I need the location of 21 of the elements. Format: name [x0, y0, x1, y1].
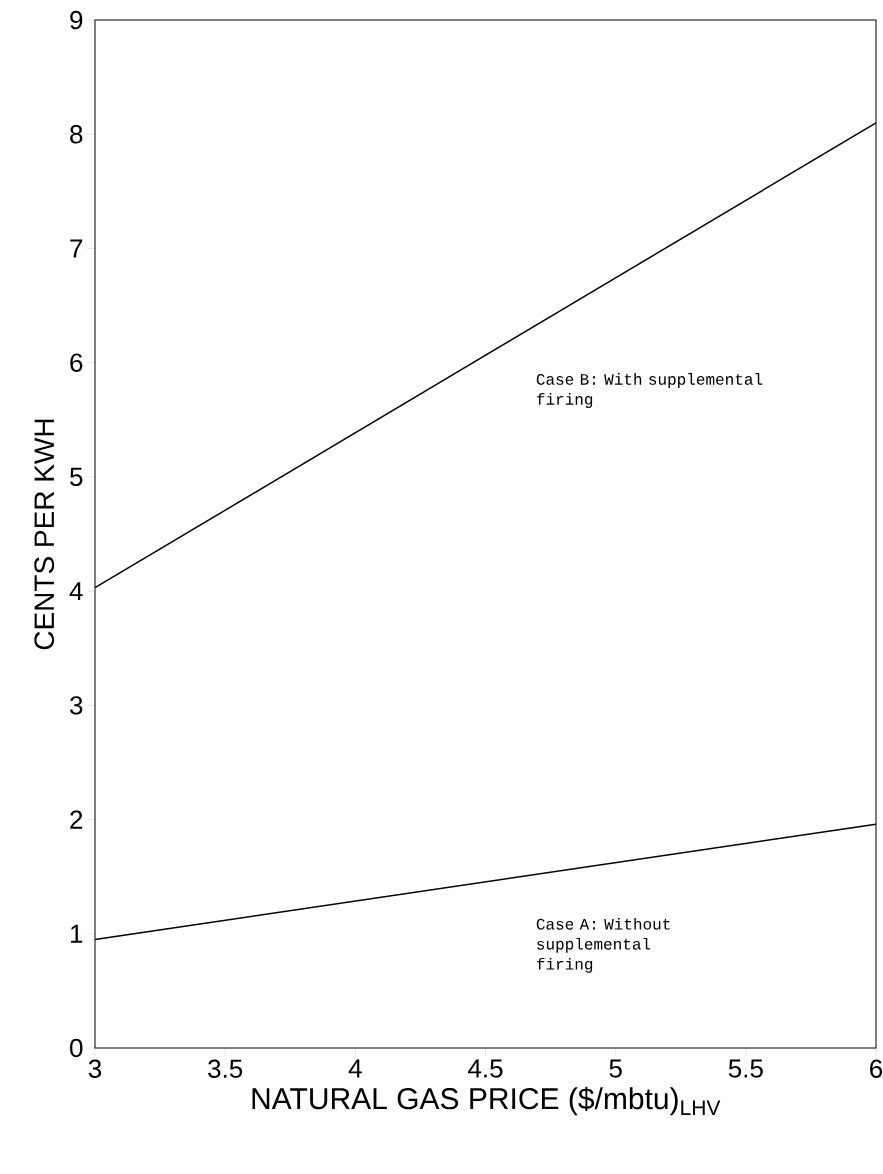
y-axis-title: CENTS PER KWH: [34, 419, 55, 650]
text: Case B: With supplemental firing: [536, 373, 763, 408]
x-tick-label: 3: [88, 1059, 102, 1078]
text: Case A: Without supplemental firing: [536, 917, 670, 973]
y-tick-label: 9: [70, 10, 83, 30]
y-tick-label: 5: [70, 467, 83, 486]
x-tick-label: 4.5: [468, 1059, 503, 1078]
y-tick-label: 7: [70, 239, 83, 258]
x-tick-label: 6: [870, 1059, 883, 1078]
y-tick-label: 0: [70, 1038, 83, 1058]
y-tick-label: 2: [70, 810, 83, 829]
x-tick-label: 3.5: [208, 1059, 243, 1078]
y-tick-label: 6: [70, 353, 83, 372]
y-tick-label: 3: [69, 696, 83, 715]
x-tick-label: 5.5: [728, 1059, 763, 1078]
x-axis-title: NATURAL GAS PRICE ($/mbtu)$_{LHV}$: [252, 1086, 721, 1116]
y-tick-label: 8: [70, 125, 83, 144]
x-tick-label: 5: [609, 1059, 622, 1078]
y-tick-label: 4: [69, 582, 83, 601]
y-tick-label: 1: [70, 924, 83, 943]
x-tick-label: 4: [348, 1059, 362, 1078]
